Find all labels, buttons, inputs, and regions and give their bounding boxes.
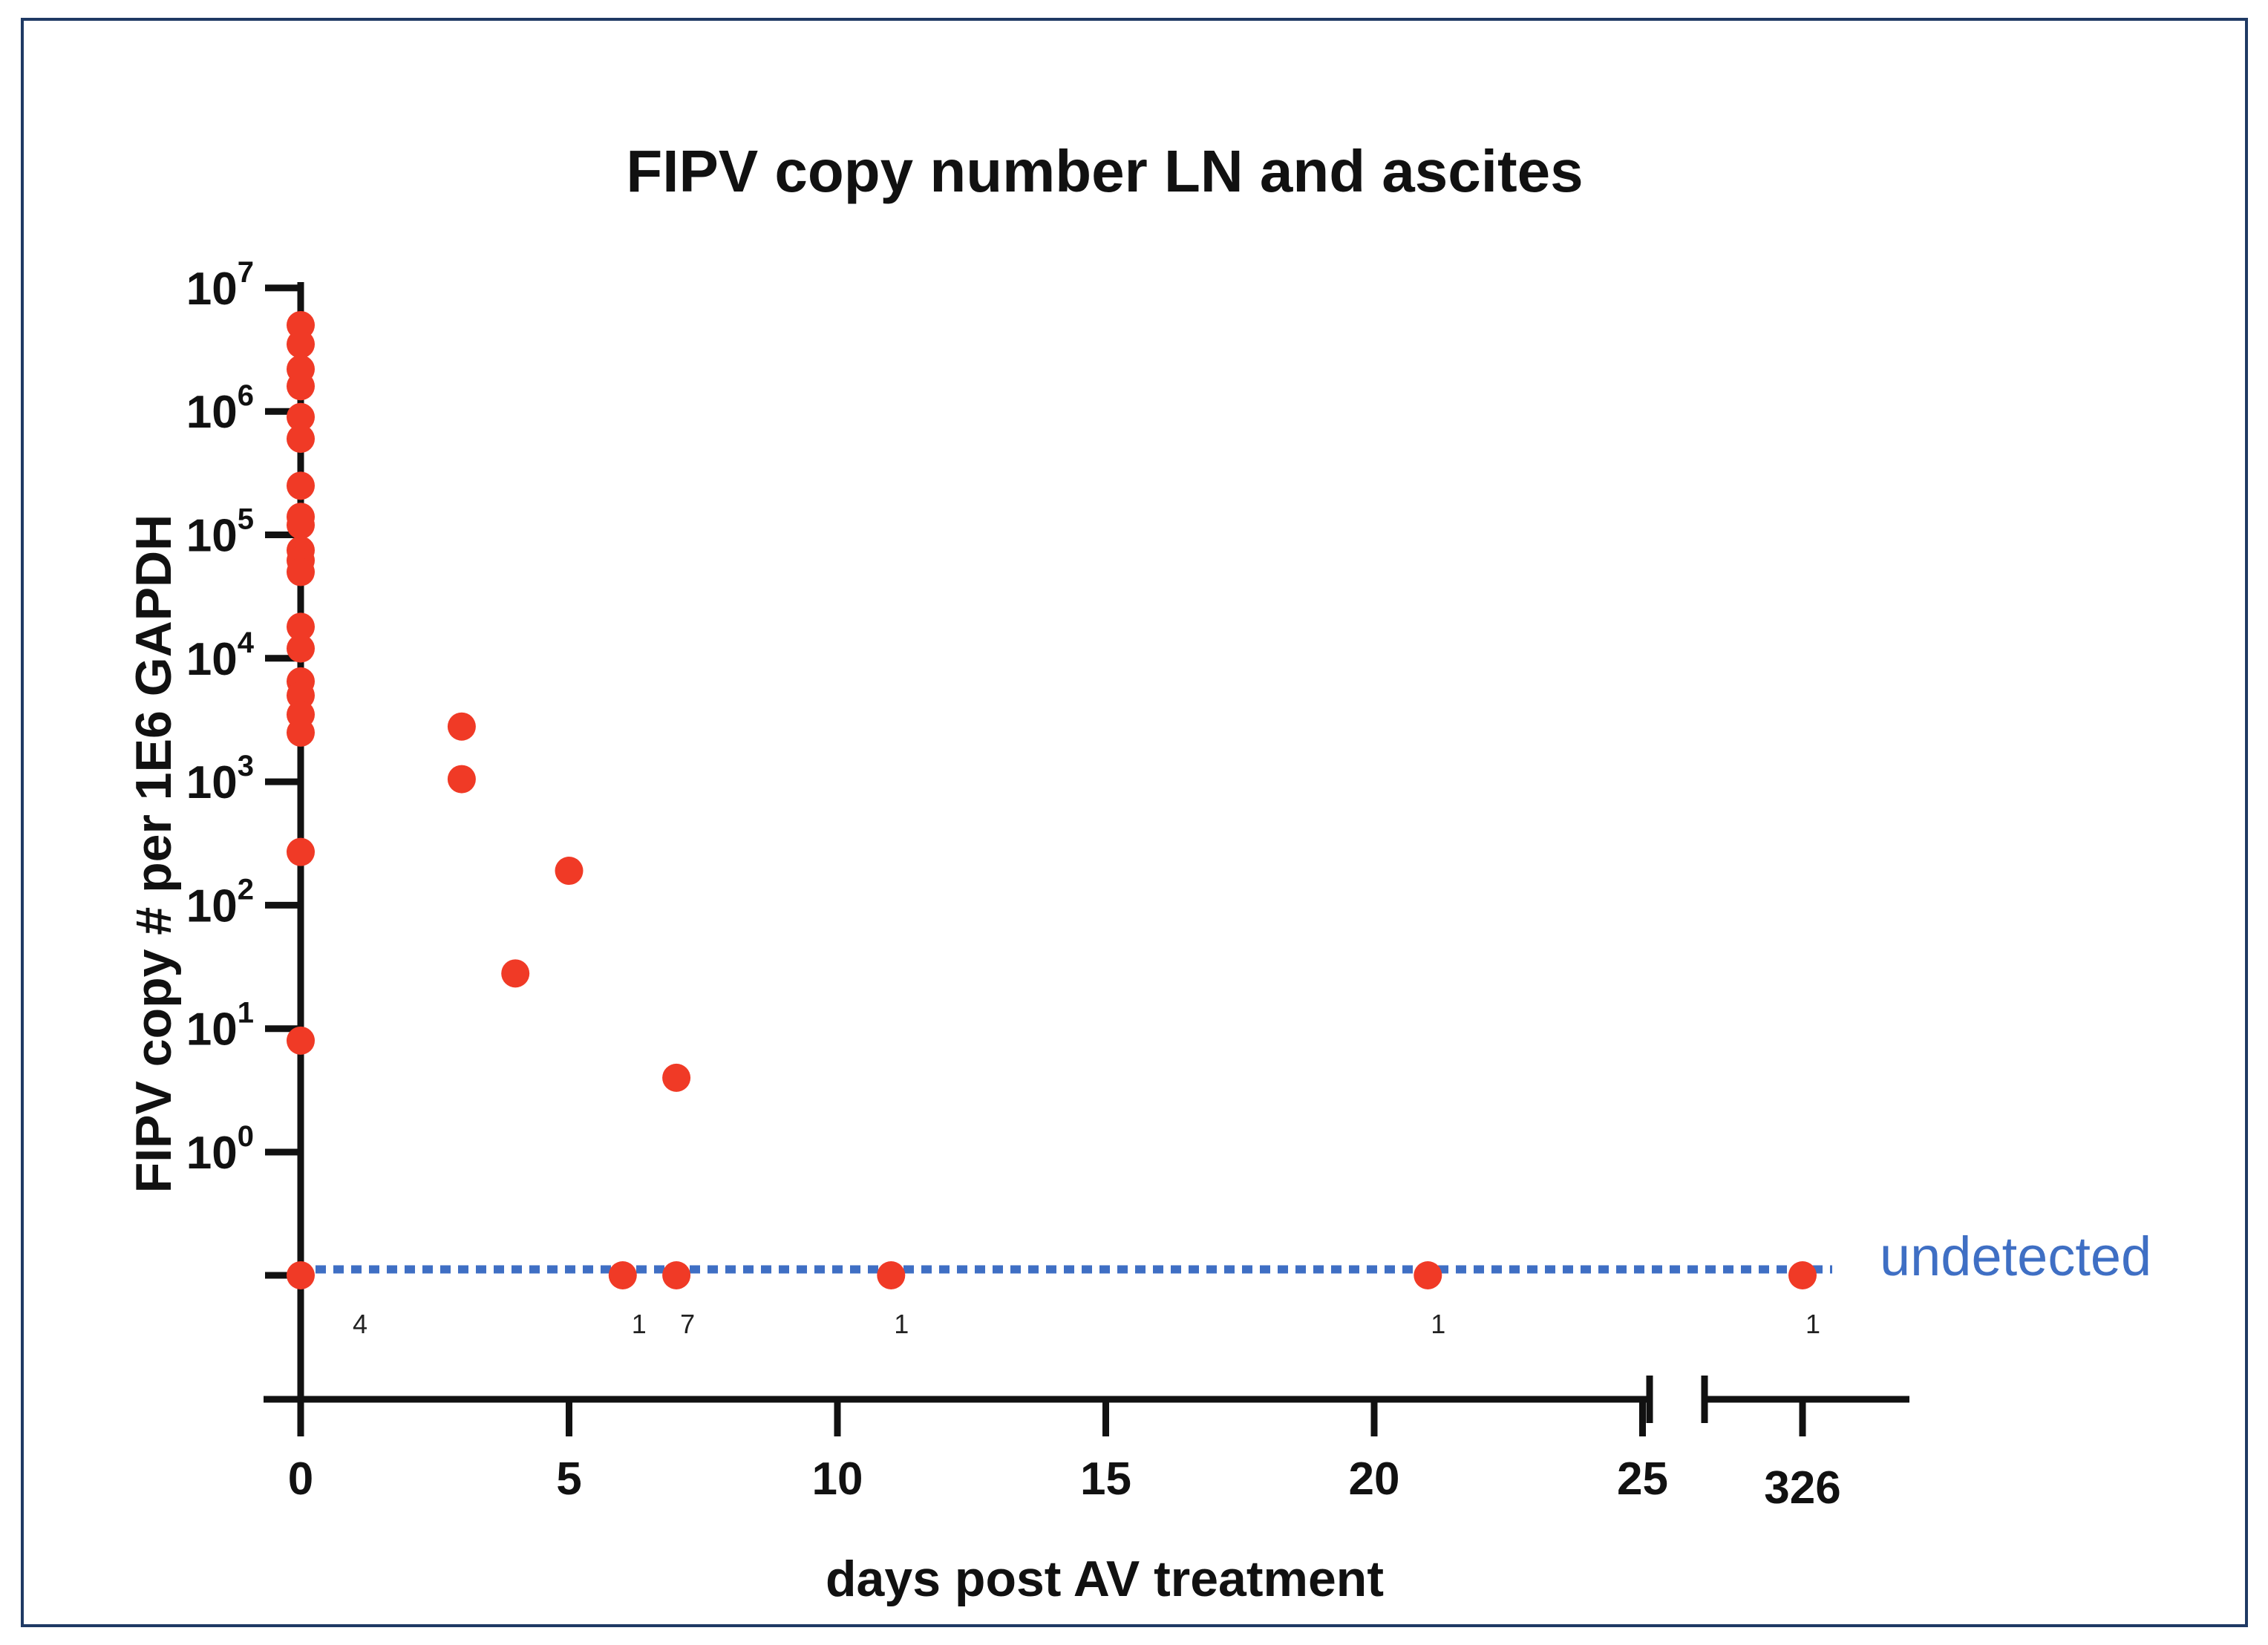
figure-border [21,18,2248,1627]
y-ticks: 100 101 102 103 104 105 106 107 [186,256,301,1279]
undetected-label: undetected [1880,1226,2151,1287]
data-point [287,402,315,431]
y-tick-label: 106 [186,379,254,438]
data-point [287,718,315,747]
data-point [287,837,315,866]
undetected-count-label: 1 [1431,1309,1445,1339]
data-point [287,511,315,540]
data-point [555,857,584,886]
undetected-count-label: 1 [1805,1309,1820,1339]
data-point [287,634,315,663]
y-tick-label: 107 [186,256,254,315]
undetected-point [877,1261,906,1289]
undetected-point [662,1261,691,1289]
undetected-count-label: 1 [632,1309,647,1339]
y-tick-label: 100 [186,1120,254,1179]
undetected-count-label: 4 [353,1309,367,1339]
x-axis-title: days post AV treatment [826,1551,1384,1607]
data-point [287,1026,315,1055]
y-tick-label: 103 [186,750,254,808]
chart-title: FIPV copy number LN and ascites [626,138,1583,204]
data-points [287,310,1817,1289]
x-tick-label: 0 [288,1453,313,1505]
x-tick-label: 10 [812,1453,863,1505]
data-point [287,612,315,641]
x-tick-label: 20 [1349,1453,1400,1505]
x-tick-label: 25 [1617,1453,1668,1505]
y-tick-label: 105 [186,503,254,562]
data-point [287,557,315,586]
x-tick-label: 15 [1080,1453,1131,1505]
x-ticks: 0 5 10 15 20 25 326 [288,1399,1841,1514]
y-tick-label: 102 [186,873,254,932]
undetected-count-label: 1 [894,1309,909,1339]
undetected-point [1414,1261,1442,1289]
x-tick-label: 5 [556,1453,581,1505]
data-point [287,425,315,454]
undetected-point [1788,1261,1817,1289]
data-point [447,712,476,741]
undetected-point [287,1261,315,1289]
x-break-tick-label: 326 [1764,1462,1840,1514]
data-point [662,1063,691,1092]
undetected-group: undetected 4 1 7 1 1 1 [316,1226,2151,1339]
data-point [287,372,315,401]
y-tick-label: 101 [186,997,254,1056]
data-point [287,330,315,359]
y-axis-title: FIPV copy # per 1E6 GAPDH [125,514,182,1194]
y-tick-label: 104 [186,627,255,685]
data-point [501,959,530,988]
undetected-point [608,1261,637,1289]
data-point [447,765,476,794]
undetected-count-label: 7 [680,1309,695,1339]
data-point [287,471,315,500]
